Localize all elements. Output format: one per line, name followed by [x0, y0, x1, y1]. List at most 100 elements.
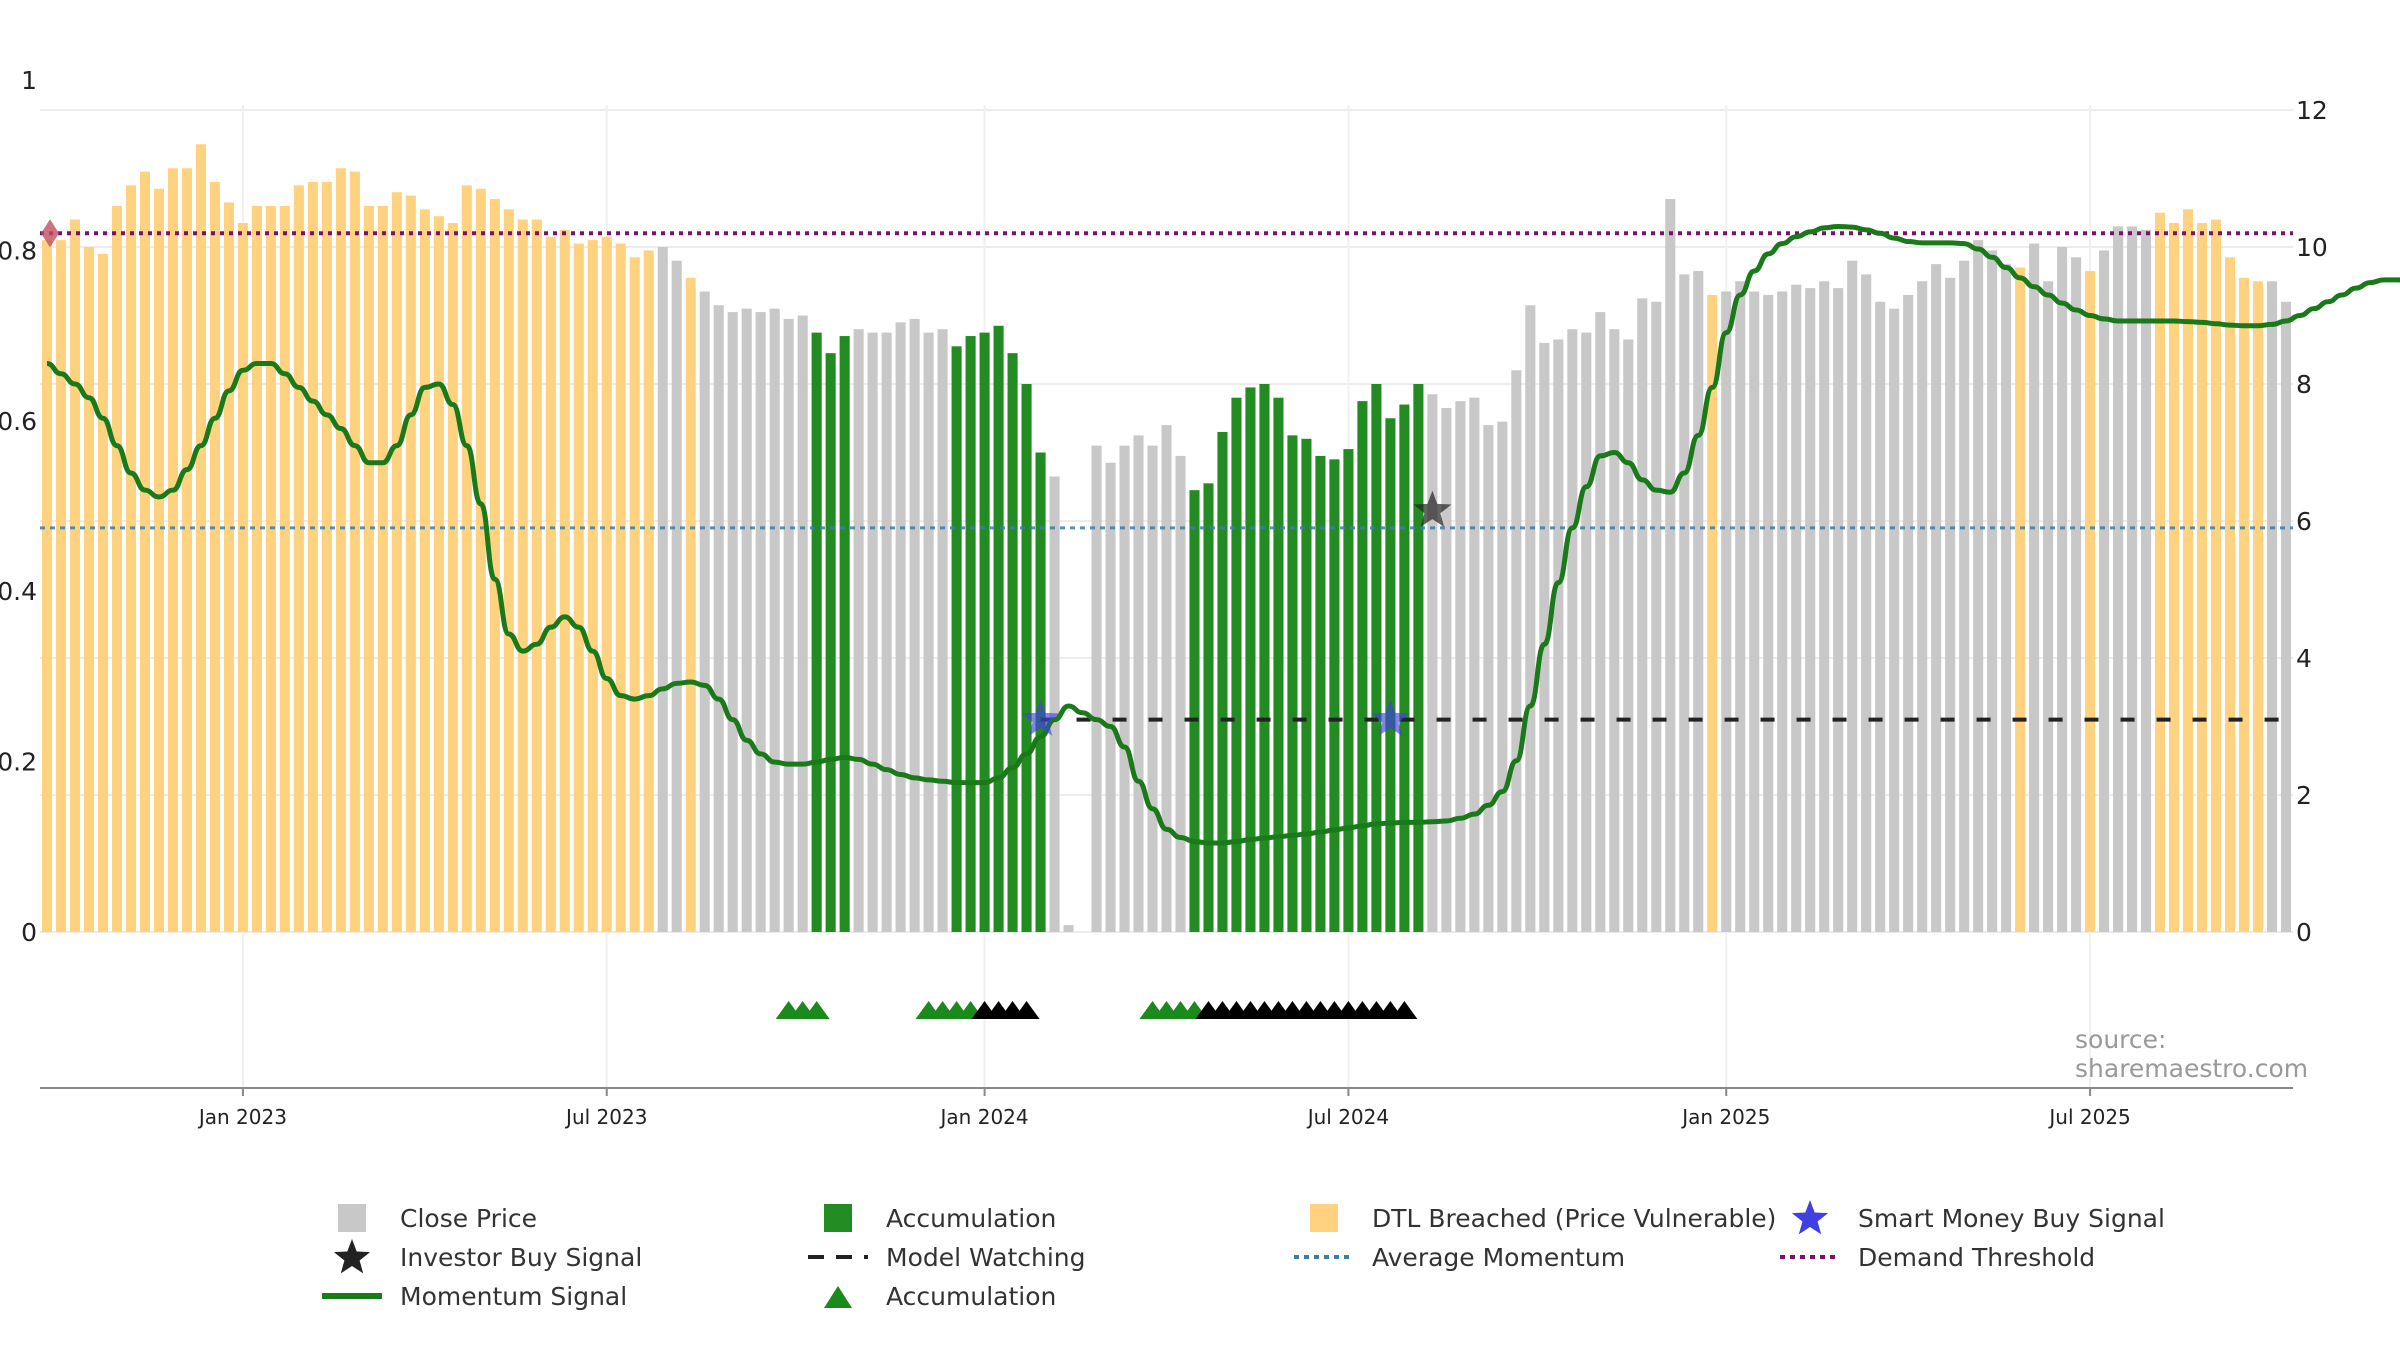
bar-134	[1917, 281, 1928, 932]
bar-30	[461, 185, 472, 933]
x-axis-label: Jan 2025	[1680, 1105, 1770, 1129]
bar-27	[419, 209, 430, 932]
bar-20	[321, 181, 332, 933]
bar-119	[1707, 294, 1718, 932]
bar-76	[1105, 462, 1116, 932]
bar-121	[1735, 281, 1746, 932]
bar-45	[671, 260, 682, 932]
bar-79	[1147, 445, 1158, 932]
watching-triangle	[1013, 1001, 1040, 1019]
bar-136	[1945, 277, 1956, 932]
bar-104	[1497, 421, 1508, 932]
bar-114	[1637, 298, 1648, 932]
x-axis-label: Jul 2024	[1306, 1105, 1389, 1129]
bar-43	[643, 250, 654, 933]
bar-87	[1259, 384, 1270, 932]
bar-29	[447, 223, 458, 932]
left-axis-label: 0.6	[0, 407, 37, 436]
bar-105	[1511, 370, 1522, 932]
bar-80	[1161, 425, 1172, 932]
right-axis-label: 12	[2296, 96, 2328, 125]
bar-137	[1959, 260, 1970, 932]
bar-31	[475, 188, 486, 932]
right-axis-label: 6	[2296, 507, 2312, 536]
bar-118	[1693, 270, 1704, 933]
bar-73	[1063, 925, 1074, 932]
bar-102	[1469, 397, 1480, 932]
x-axis-label: Jan 2024	[939, 1105, 1029, 1129]
bar-47	[699, 291, 710, 932]
bar-123	[1763, 294, 1774, 932]
bar-158	[2252, 281, 2264, 932]
left-axis-label: 0.4	[0, 577, 37, 606]
right-axis-label: 4	[2296, 644, 2312, 673]
bar-57	[839, 336, 850, 932]
bar-157	[2238, 277, 2250, 932]
bar-154	[2197, 223, 2208, 932]
bar-41	[615, 243, 626, 932]
right-axis-label: 8	[2296, 370, 2312, 399]
bar-14	[237, 223, 248, 932]
bar-24	[377, 205, 388, 932]
bar-84	[1217, 431, 1228, 932]
bar-62	[909, 318, 920, 932]
bar-17	[279, 205, 290, 932]
bar-75	[1091, 445, 1102, 932]
bar-89	[1287, 435, 1298, 932]
bar-95	[1371, 384, 1382, 932]
bar-132	[1889, 308, 1900, 932]
bar-36	[545, 236, 556, 933]
bar-60	[881, 332, 892, 932]
bar-53	[783, 318, 794, 932]
bar-126	[1805, 288, 1816, 933]
bar-39	[587, 240, 598, 932]
bar-155	[2210, 219, 2222, 933]
bar-72	[1049, 476, 1060, 932]
momentum-line	[46, 223, 2400, 846]
bar-142	[2029, 243, 2040, 932]
bar-26	[405, 195, 416, 932]
bar-128	[1833, 288, 1844, 933]
bar-23	[363, 205, 374, 932]
bar-44	[657, 247, 668, 932]
bar-91	[1315, 455, 1326, 932]
smart-money-star	[1371, 699, 1410, 736]
bar-28	[433, 216, 444, 933]
bar-12	[209, 181, 220, 933]
bar-21	[335, 168, 346, 933]
bar-5	[111, 205, 123, 932]
bar-68	[993, 325, 1004, 932]
bar-97	[1399, 404, 1410, 932]
bar-37	[559, 229, 570, 932]
bar-38	[573, 243, 584, 932]
bar-116	[1665, 199, 1676, 933]
bar-22	[349, 171, 360, 932]
bar-19	[307, 181, 318, 933]
price-bars	[41, 144, 2292, 933]
bar-139	[1987, 250, 1998, 933]
left-axis-label: 0	[21, 918, 37, 947]
bar-18	[293, 185, 304, 933]
bar-147	[2099, 250, 2110, 933]
bar-113	[1623, 339, 1634, 933]
bar-109	[1567, 329, 1578, 932]
bar-92	[1329, 459, 1340, 932]
bar-82	[1189, 490, 1200, 932]
signal-markers	[41, 219, 1452, 736]
bar-25	[391, 192, 402, 932]
investor-buy-star	[1413, 490, 1452, 527]
bar-67	[979, 332, 990, 932]
bar-69	[1007, 353, 1018, 932]
watching-triangle	[1391, 1001, 1418, 1019]
bar-32	[489, 199, 500, 933]
bar-35	[531, 219, 542, 933]
bar-110	[1581, 332, 1592, 932]
bar-124	[1777, 291, 1788, 932]
bar-145	[2071, 257, 2082, 932]
bar-106	[1525, 305, 1536, 933]
bar-78	[1133, 435, 1144, 932]
bar-56	[825, 353, 836, 932]
bar-0	[41, 240, 53, 932]
